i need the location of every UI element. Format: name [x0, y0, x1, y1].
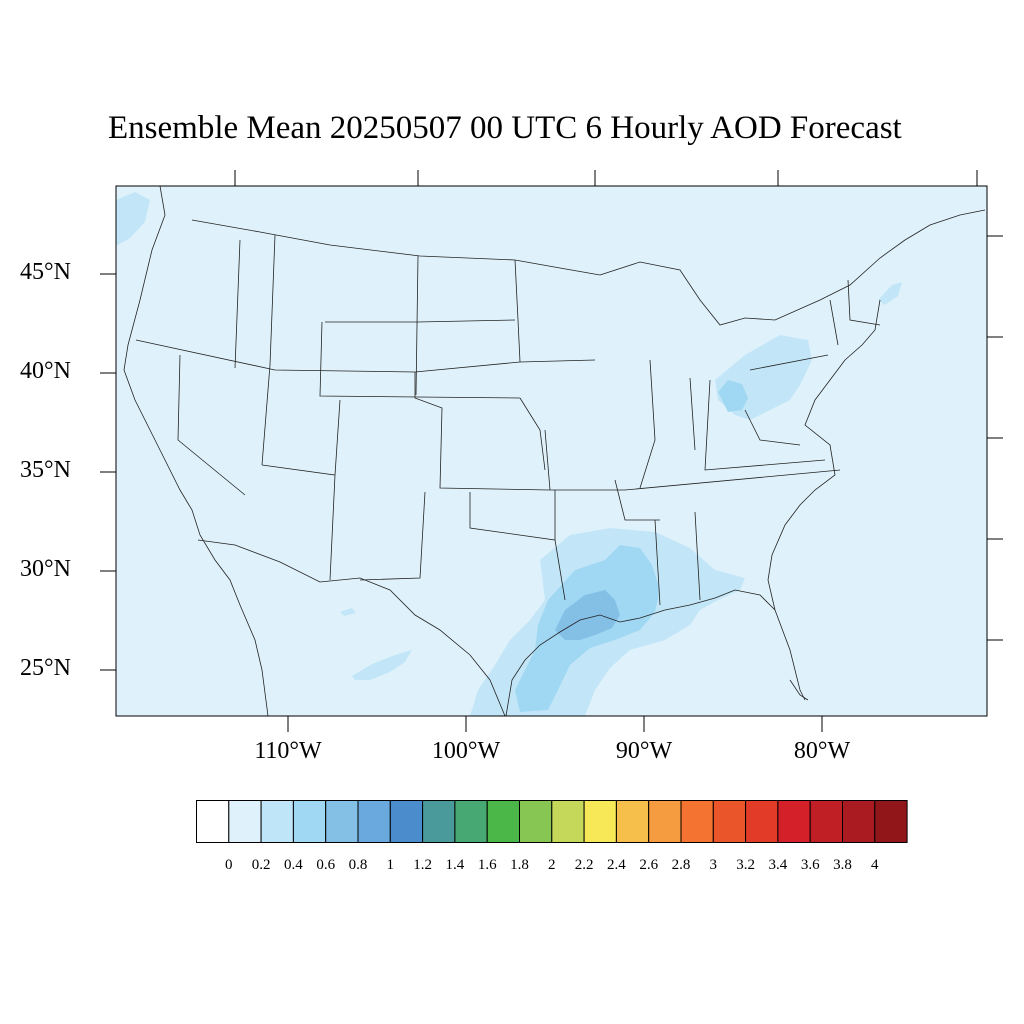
colorbar-swatch — [357, 800, 391, 843]
colorbar-swatch — [389, 800, 424, 843]
colorbar-swatch — [292, 800, 327, 843]
lat-label-35: 35°N — [20, 457, 71, 483]
aod-plume-ohio-medium — [718, 380, 748, 412]
colorbar-tick-label: 1.8 — [510, 857, 529, 873]
colorbar-tick-label: 2.2 — [574, 857, 594, 873]
coastline-east — [767, 299, 881, 701]
lon-label-90w: 90°W — [615, 738, 673, 764]
colorbar-tick-label: 2.8 — [671, 857, 691, 873]
colorbar — [196, 800, 908, 843]
boundaries — [123, 185, 986, 717]
colorbar-tick-label: 1 — [386, 857, 395, 873]
colorbar-tick-label: 0.6 — [316, 857, 336, 873]
coastline-gulf — [505, 589, 776, 717]
colorbar-swatch — [551, 800, 585, 843]
aod-plume-gulf-dark — [555, 590, 620, 640]
colorbar-tick-label: 1.4 — [445, 857, 465, 873]
florida-keys — [789, 679, 809, 701]
colorbar-tick-label: 0 — [225, 857, 233, 873]
colorbar-tick-label: 3 — [709, 857, 718, 873]
border-mexico — [197, 539, 506, 717]
lon-label-80w: 80°W — [793, 738, 851, 764]
coastline-west — [123, 185, 269, 717]
colorbar-swatch — [260, 800, 294, 843]
colorbar-swatch — [777, 800, 811, 843]
map-frame — [115, 185, 988, 717]
lat-label-45: 45°N — [20, 259, 71, 285]
colorbar-swatch — [486, 800, 521, 843]
colorbar-swatch — [615, 800, 650, 843]
aod-plume-northeast-light — [878, 282, 902, 305]
colorbar-tick-label: 2.6 — [639, 857, 659, 873]
colorbar-tick-label: 3.4 — [768, 857, 788, 873]
lat-label-40: 40°N — [20, 358, 71, 384]
colorbar-tick-label: 0.2 — [251, 857, 271, 873]
colorbar-swatch — [874, 800, 908, 843]
aod-plume-northwest-light — [116, 192, 150, 246]
lat-label-25: 25°N — [20, 655, 71, 681]
tick-marks — [100, 170, 1003, 732]
colorbar-swatch — [583, 800, 617, 843]
aod-plumes — [116, 192, 902, 716]
great-lakes-shore — [599, 209, 986, 326]
colorbar-tick-label: 0.4 — [284, 857, 303, 873]
colorbar-tick-label: 2 — [548, 857, 556, 873]
lon-label-110w: 110°W — [254, 738, 322, 764]
colorbar-swatch — [745, 800, 779, 843]
lon-label-100w: 100°W — [431, 738, 501, 764]
lat-label-30: 30°N — [20, 556, 71, 582]
colorbar-swatch — [228, 800, 262, 843]
colorbar-swatch — [712, 800, 747, 843]
colorbar-tick-label: 3.8 — [833, 857, 852, 873]
colorbar-swatch — [454, 800, 488, 843]
aod-plume-texas-light — [340, 608, 356, 616]
colorbar-swatch — [196, 800, 230, 843]
aod-plume-mexico-light — [352, 650, 412, 680]
colorbar-swatch — [809, 800, 844, 843]
border-canada-north — [191, 219, 601, 276]
colorbar-tick-label: 2.4 — [607, 857, 626, 873]
map-title: Ensemble Mean 20250507 00 UTC 6 Hourly A… — [108, 110, 902, 146]
colorbar-swatch — [648, 800, 682, 843]
colorbar-swatch — [325, 800, 359, 843]
colorbar-tick-label: 1.2 — [413, 857, 432, 873]
colorbar-tick-label: 3.6 — [800, 857, 820, 873]
colorbar-tick-label: 0.8 — [348, 857, 368, 873]
state-lines — [135, 234, 881, 606]
colorbar-tick-label: 3.2 — [736, 857, 755, 873]
colorbar-swatch — [842, 800, 876, 843]
colorbar-swatch — [519, 800, 553, 843]
colorbar-tick-label: 4 — [871, 857, 879, 873]
colorbar-swatch — [422, 800, 456, 843]
colorbar-tick-label: 1.6 — [477, 857, 497, 873]
colorbar-swatch — [680, 800, 714, 843]
